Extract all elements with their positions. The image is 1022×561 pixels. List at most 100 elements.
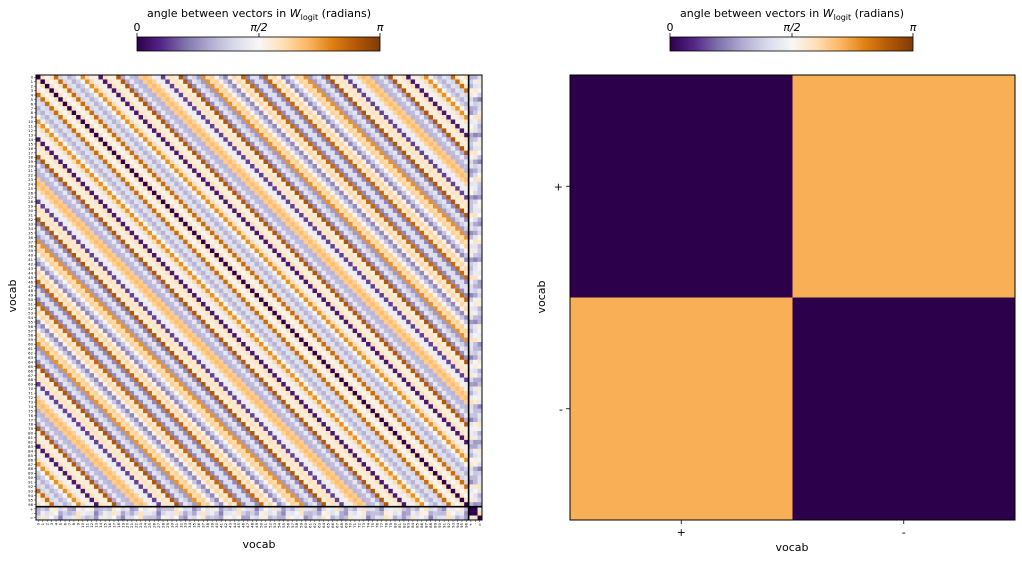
- heatmap-cell: [169, 279, 175, 285]
- heatmap-cell: [397, 239, 402, 245]
- heatmap-cell: [223, 248, 228, 254]
- heatmap-cell: [227, 195, 233, 200]
- heatmap-cell: [156, 168, 162, 174]
- heatmap-cell: [285, 177, 291, 182]
- heatmap-cell: [58, 190, 63, 196]
- heatmap-cell: [151, 257, 157, 263]
- heatmap-cell: [406, 248, 411, 254]
- heatmap-cell: [334, 141, 340, 147]
- heatmap-cell: [383, 141, 389, 147]
- heatmap-cell: [330, 115, 335, 120]
- heatmap-cell: [89, 257, 95, 263]
- heatmap-cell: [334, 83, 340, 89]
- heatmap-cell: [76, 248, 81, 254]
- heatmap-cell: [174, 141, 179, 147]
- heatmap-cell: [93, 119, 99, 125]
- heatmap-cell: [196, 168, 202, 174]
- heatmap-cell: [383, 239, 389, 245]
- heatmap-cell: [125, 266, 130, 271]
- heatmap-cell: [357, 128, 362, 133]
- heatmap-cell: [276, 266, 282, 271]
- heatmap-cell: [441, 159, 447, 165]
- heatmap-cell: [254, 230, 260, 236]
- heatmap-cell: [67, 101, 72, 107]
- heatmap-cell: [156, 190, 162, 196]
- heatmap-cell: [419, 92, 425, 98]
- heatmap-cell: [303, 141, 309, 147]
- heatmap-cell: [165, 137, 170, 142]
- heatmap-cell: [102, 226, 108, 231]
- heatmap-cell: [71, 119, 77, 125]
- heatmap-cell: [352, 146, 358, 151]
- heatmap-cell: [352, 177, 358, 182]
- heatmap-cell: [330, 137, 335, 142]
- heatmap-cell: [183, 110, 188, 116]
- heatmap-cell: [473, 212, 478, 218]
- heatmap-cell: [89, 181, 95, 187]
- heatmap-cell: [370, 119, 376, 125]
- heatmap-cell: [232, 226, 237, 231]
- heatmap-cell: [303, 83, 309, 89]
- heatmap-cell: [343, 168, 349, 174]
- heatmap-cell: [410, 230, 416, 236]
- heatmap-cell: [370, 195, 376, 200]
- heatmap-cell: [303, 235, 309, 240]
- heatmap-cell: [80, 164, 86, 169]
- heatmap-cell: [388, 79, 393, 85]
- heatmap-cell: [125, 270, 130, 276]
- heatmap-cell: [214, 75, 220, 80]
- heatmap-cell: [441, 88, 447, 93]
- heatmap-cell: [370, 279, 376, 285]
- heatmap-cell: [392, 208, 398, 214]
- heatmap-cell: [259, 115, 264, 120]
- heatmap-cell: [129, 146, 135, 151]
- heatmap-cell: [250, 128, 255, 133]
- heatmap-cell: [437, 230, 443, 236]
- heatmap-cell: [178, 132, 184, 138]
- heatmap-cell: [205, 88, 211, 93]
- heatmap-cell: [383, 186, 389, 191]
- heatmap-cell: [227, 257, 233, 263]
- heatmap-cell: [352, 181, 358, 187]
- heatmap-cell: [357, 230, 362, 236]
- heatmap-cell: [254, 146, 260, 151]
- heatmap-cell: [76, 177, 81, 182]
- heatmap-cell: [192, 177, 197, 182]
- heatmap-cell: [406, 123, 411, 129]
- heatmap-cell: [36, 293, 41, 298]
- heatmap-cell: [325, 284, 331, 289]
- heatmap-cell: [49, 110, 54, 116]
- heatmap-cell: [392, 293, 398, 298]
- heatmap-cell: [437, 226, 443, 231]
- heatmap-cell: [263, 208, 269, 214]
- heatmap-cell: [379, 217, 385, 222]
- heatmap-cell: [40, 248, 46, 254]
- heatmap-cell: [192, 230, 197, 236]
- heatmap-cell: [143, 97, 148, 102]
- heatmap-cell: [241, 217, 246, 222]
- heatmap-cell: [89, 190, 95, 196]
- heatmap-cell: [259, 284, 264, 289]
- heatmap-cell: [89, 92, 95, 98]
- heatmap-cell: [473, 186, 478, 191]
- heatmap-cell: [267, 119, 273, 125]
- heatmap-cell: [415, 155, 420, 160]
- heatmap-cell: [232, 257, 237, 263]
- heatmap-cell: [308, 208, 313, 214]
- heatmap-cell: [53, 257, 59, 263]
- heatmap-cell: [263, 212, 269, 218]
- heatmap-cell: [321, 110, 327, 116]
- heatmap-cell: [392, 204, 398, 209]
- heatmap-cell: [316, 83, 322, 89]
- heatmap-cell: [357, 204, 362, 209]
- heatmap-cell: [455, 132, 460, 138]
- heatmap-cell: [370, 88, 376, 93]
- heatmap-cell: [379, 128, 385, 133]
- heatmap-cell: [138, 172, 144, 178]
- heatmap-cell: [138, 164, 144, 169]
- heatmap-cell: [169, 190, 175, 196]
- heatmap-cell: [236, 253, 242, 258]
- heatmap-cell: [40, 128, 46, 133]
- heatmap-cell: [209, 261, 215, 267]
- heatmap-cell: [214, 217, 220, 222]
